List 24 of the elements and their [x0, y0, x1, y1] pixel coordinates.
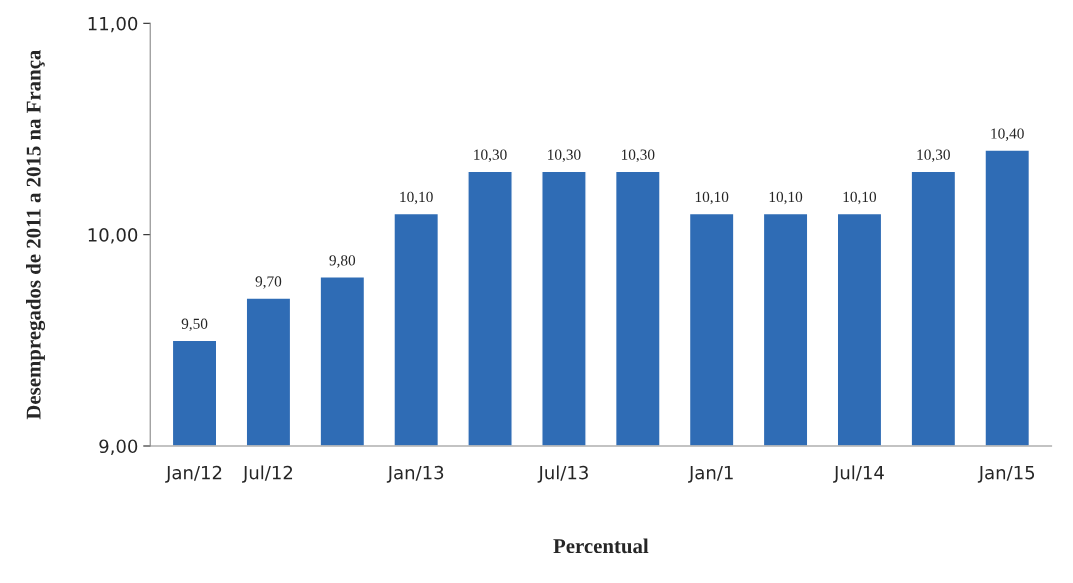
x-axis-title: Percentual	[553, 538, 649, 554]
data-label: 10,30	[621, 149, 655, 163]
data-label: 10,40	[991, 128, 1024, 141]
x-tick-label: Jan/1	[688, 466, 733, 483]
data-label: 9,50	[181, 318, 208, 332]
data-label: 9,70	[255, 276, 282, 289]
data-label: 10,10	[769, 191, 803, 205]
data-label: 10,10	[843, 191, 877, 205]
x-tick-label: Jan/13	[386, 465, 444, 483]
x-tick-label: Jul/13	[537, 465, 588, 483]
y-tick-label: 9,00	[99, 439, 138, 455]
data-label: 10,10	[400, 191, 433, 205]
data-label: 10,30	[917, 149, 950, 163]
data-label: 10,30	[548, 149, 581, 163]
y-axis-title: Desempregados de 2011 a 2015 na França	[26, 49, 46, 420]
y-tick-label: 11,00	[88, 16, 138, 33]
x-tick-label: Jul/12	[242, 465, 293, 483]
data-label: 10,30	[474, 149, 507, 163]
data-label: 10,10	[695, 191, 729, 205]
x-tick-label: Jan/15	[977, 466, 1035, 483]
data-label: 9,80	[329, 255, 356, 268]
x-tick-label: Jul/14	[833, 465, 884, 483]
y-tick-label: 10,00	[88, 228, 138, 244]
x-tick-label: Jan/12	[165, 465, 222, 483]
